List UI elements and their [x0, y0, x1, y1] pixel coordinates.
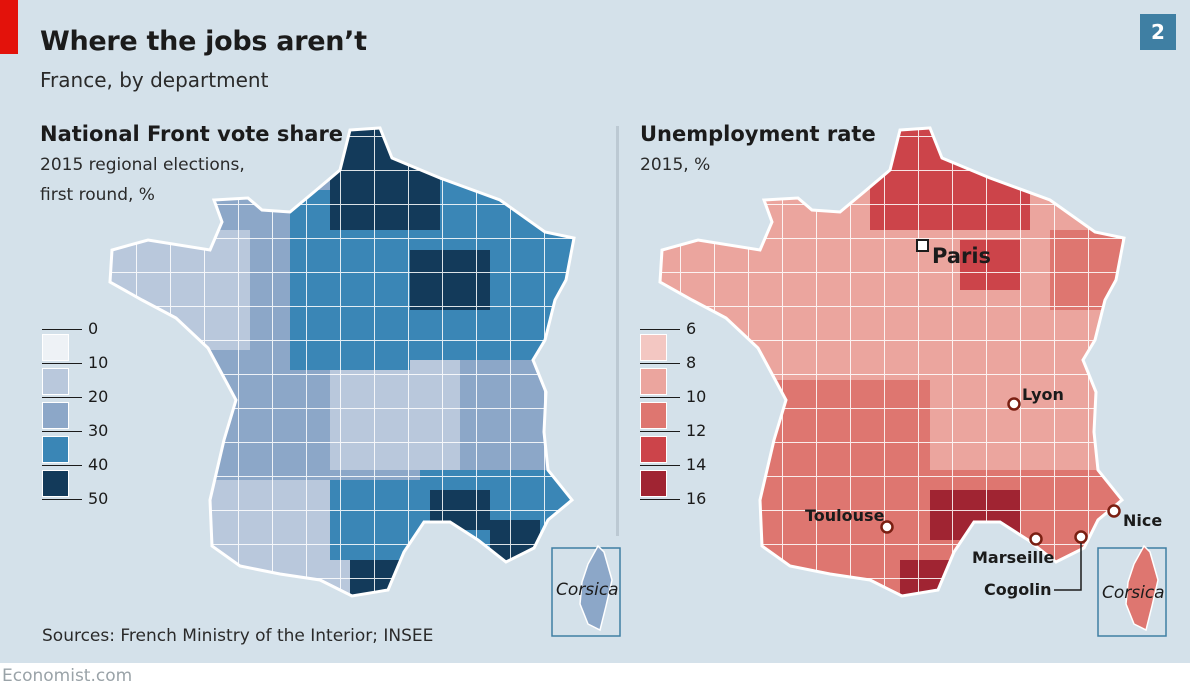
right-corsica-shape [1125, 544, 1159, 632]
cogolin-marker [1074, 530, 1088, 544]
panel-divider [616, 126, 619, 536]
right-legend-tick [640, 499, 680, 500]
left-corsica-inset-frame [551, 547, 621, 637]
right-legend-label: 6 [686, 319, 697, 338]
left-legend-tick [42, 397, 82, 398]
left-legend-swatch-40-50 [42, 470, 69, 497]
right-legend-swatch-8-10 [640, 368, 667, 395]
right-panel-subtitle: 2015, % [640, 155, 711, 175]
right-france-map [660, 128, 1124, 596]
brand-footer: Economist.com [2, 666, 133, 686]
left-panel-subtitle-line1: 2015 regional elections, [40, 155, 245, 175]
right-legend-swatch-14-16 [640, 470, 667, 497]
right-corsica-inset-frame [1097, 547, 1167, 637]
left-map-department-borders [110, 128, 574, 596]
brand-red-tag [0, 0, 18, 54]
right-corsica-label: Corsica [1102, 583, 1165, 603]
left-legend-tick [42, 465, 82, 466]
nice-marker [1107, 504, 1121, 518]
left-legend-label: 10 [88, 353, 109, 372]
left-legend-tick [42, 431, 82, 432]
right-legend-tick [640, 431, 680, 432]
maps-svg [108, 126, 1167, 637]
city-label-cogolin: Cogolin [984, 580, 1052, 599]
sources-note: Sources: French Ministry of the Interior… [42, 626, 434, 646]
left-legend-label: 20 [88, 387, 109, 406]
left-legend-tick [42, 329, 82, 330]
chart-number-badge: 2 [1140, 14, 1176, 50]
left-legend-label: 30 [88, 421, 109, 440]
right-legend-tick [640, 363, 680, 364]
left-legend-tick [42, 363, 82, 364]
left-panel-subtitle-line2: first round, % [40, 185, 155, 205]
chart-title: Where the jobs aren’t [40, 26, 367, 57]
city-label-marseille: Marseille [972, 548, 1055, 567]
right-legend-tick [640, 465, 680, 466]
right-legend-label: 14 [686, 455, 707, 474]
right-legend-label: 8 [686, 353, 697, 372]
left-legend-tick [42, 499, 82, 500]
right-legend-label: 12 [686, 421, 707, 440]
left-corsica-label: Corsica [556, 580, 619, 600]
lyon-marker [1007, 397, 1021, 411]
right-map-department-borders [660, 128, 1124, 596]
city-label-lyon: Lyon [1022, 385, 1064, 404]
toulouse-marker [880, 520, 894, 534]
left-legend-label: 40 [88, 455, 109, 474]
right-legend-label: 10 [686, 387, 707, 406]
right-legend-tick [640, 329, 680, 330]
city-label-toulouse: Toulouse [805, 506, 885, 525]
left-legend-label: 0 [88, 319, 99, 338]
left-legend-swatch-10-20 [42, 368, 69, 395]
right-legend-swatch-10-12 [640, 402, 667, 429]
right-panel-title: Unemployment rate [640, 122, 876, 146]
left-legend-swatch-30-40 [42, 436, 69, 463]
right-legend-tick [640, 397, 680, 398]
right-legend-label: 16 [686, 489, 707, 508]
city-label-paris: Paris [932, 244, 992, 268]
left-panel-title: National Front vote share [40, 122, 344, 146]
city-label-nice: Nice [1123, 511, 1163, 530]
cogolin-leader-line [1054, 543, 1082, 591]
right-legend-swatch-6-8 [640, 334, 667, 361]
left-legend-swatch-0-10 [42, 334, 69, 361]
left-france-map [110, 128, 574, 596]
right-legend-swatch-12-14 [640, 436, 667, 463]
chart-subtitle: France, by department [40, 68, 269, 92]
left-legend-label: 50 [88, 489, 109, 508]
marseille-marker [1029, 532, 1043, 546]
left-legend-swatch-20-30 [42, 402, 69, 429]
paris-marker [916, 239, 929, 252]
left-corsica-shape [579, 544, 613, 632]
